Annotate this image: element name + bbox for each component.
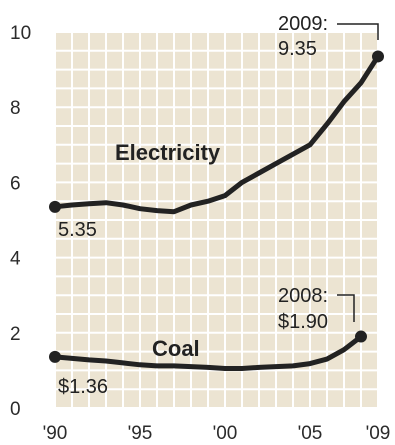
electricity-end-year: 2009:	[278, 13, 328, 35]
y-axis-ticks: 0 2 4 6 8 10	[10, 23, 31, 420]
coal-start-value: $1.36	[58, 376, 108, 398]
series-end-point-electricity	[372, 50, 384, 63]
grid-lines	[54, 31, 379, 409]
y-tick-label: 10	[10, 23, 31, 44]
x-tick-label: '05	[298, 423, 323, 444]
x-tick-label: '95	[128, 423, 153, 444]
series-line-electricity	[52, 53, 381, 215]
series-start-point-coal	[49, 350, 61, 363]
series-line-coal	[52, 334, 364, 371]
y-tick-label: 4	[10, 249, 21, 270]
x-tick-label: '00	[213, 423, 238, 444]
coal-end-leader	[337, 294, 355, 322]
y-tick-label: 2	[10, 324, 21, 345]
x-tick-label: '90	[43, 423, 68, 444]
series-end-point-coal	[355, 330, 367, 343]
coal-end-value: $1.90	[278, 311, 328, 333]
series-label-coal: Coal	[152, 336, 200, 361]
electricity-start-value: 5.35	[58, 219, 97, 241]
y-tick-label: 8	[10, 98, 21, 119]
series-label-electricity: Electricity	[115, 140, 221, 165]
series-lines	[49, 50, 384, 371]
series-start-point-electricity	[49, 200, 61, 213]
y-tick-label: 6	[10, 173, 21, 194]
coal-end-year: 2008:	[278, 285, 328, 307]
electricity-end-value: 9.35	[278, 38, 317, 60]
x-tick-label: '09	[366, 423, 391, 444]
x-axis-ticks: '90 '95 '00 '05 '09	[43, 423, 391, 444]
electricity-end-leader	[337, 23, 379, 40]
y-tick-label: 0	[10, 399, 21, 420]
